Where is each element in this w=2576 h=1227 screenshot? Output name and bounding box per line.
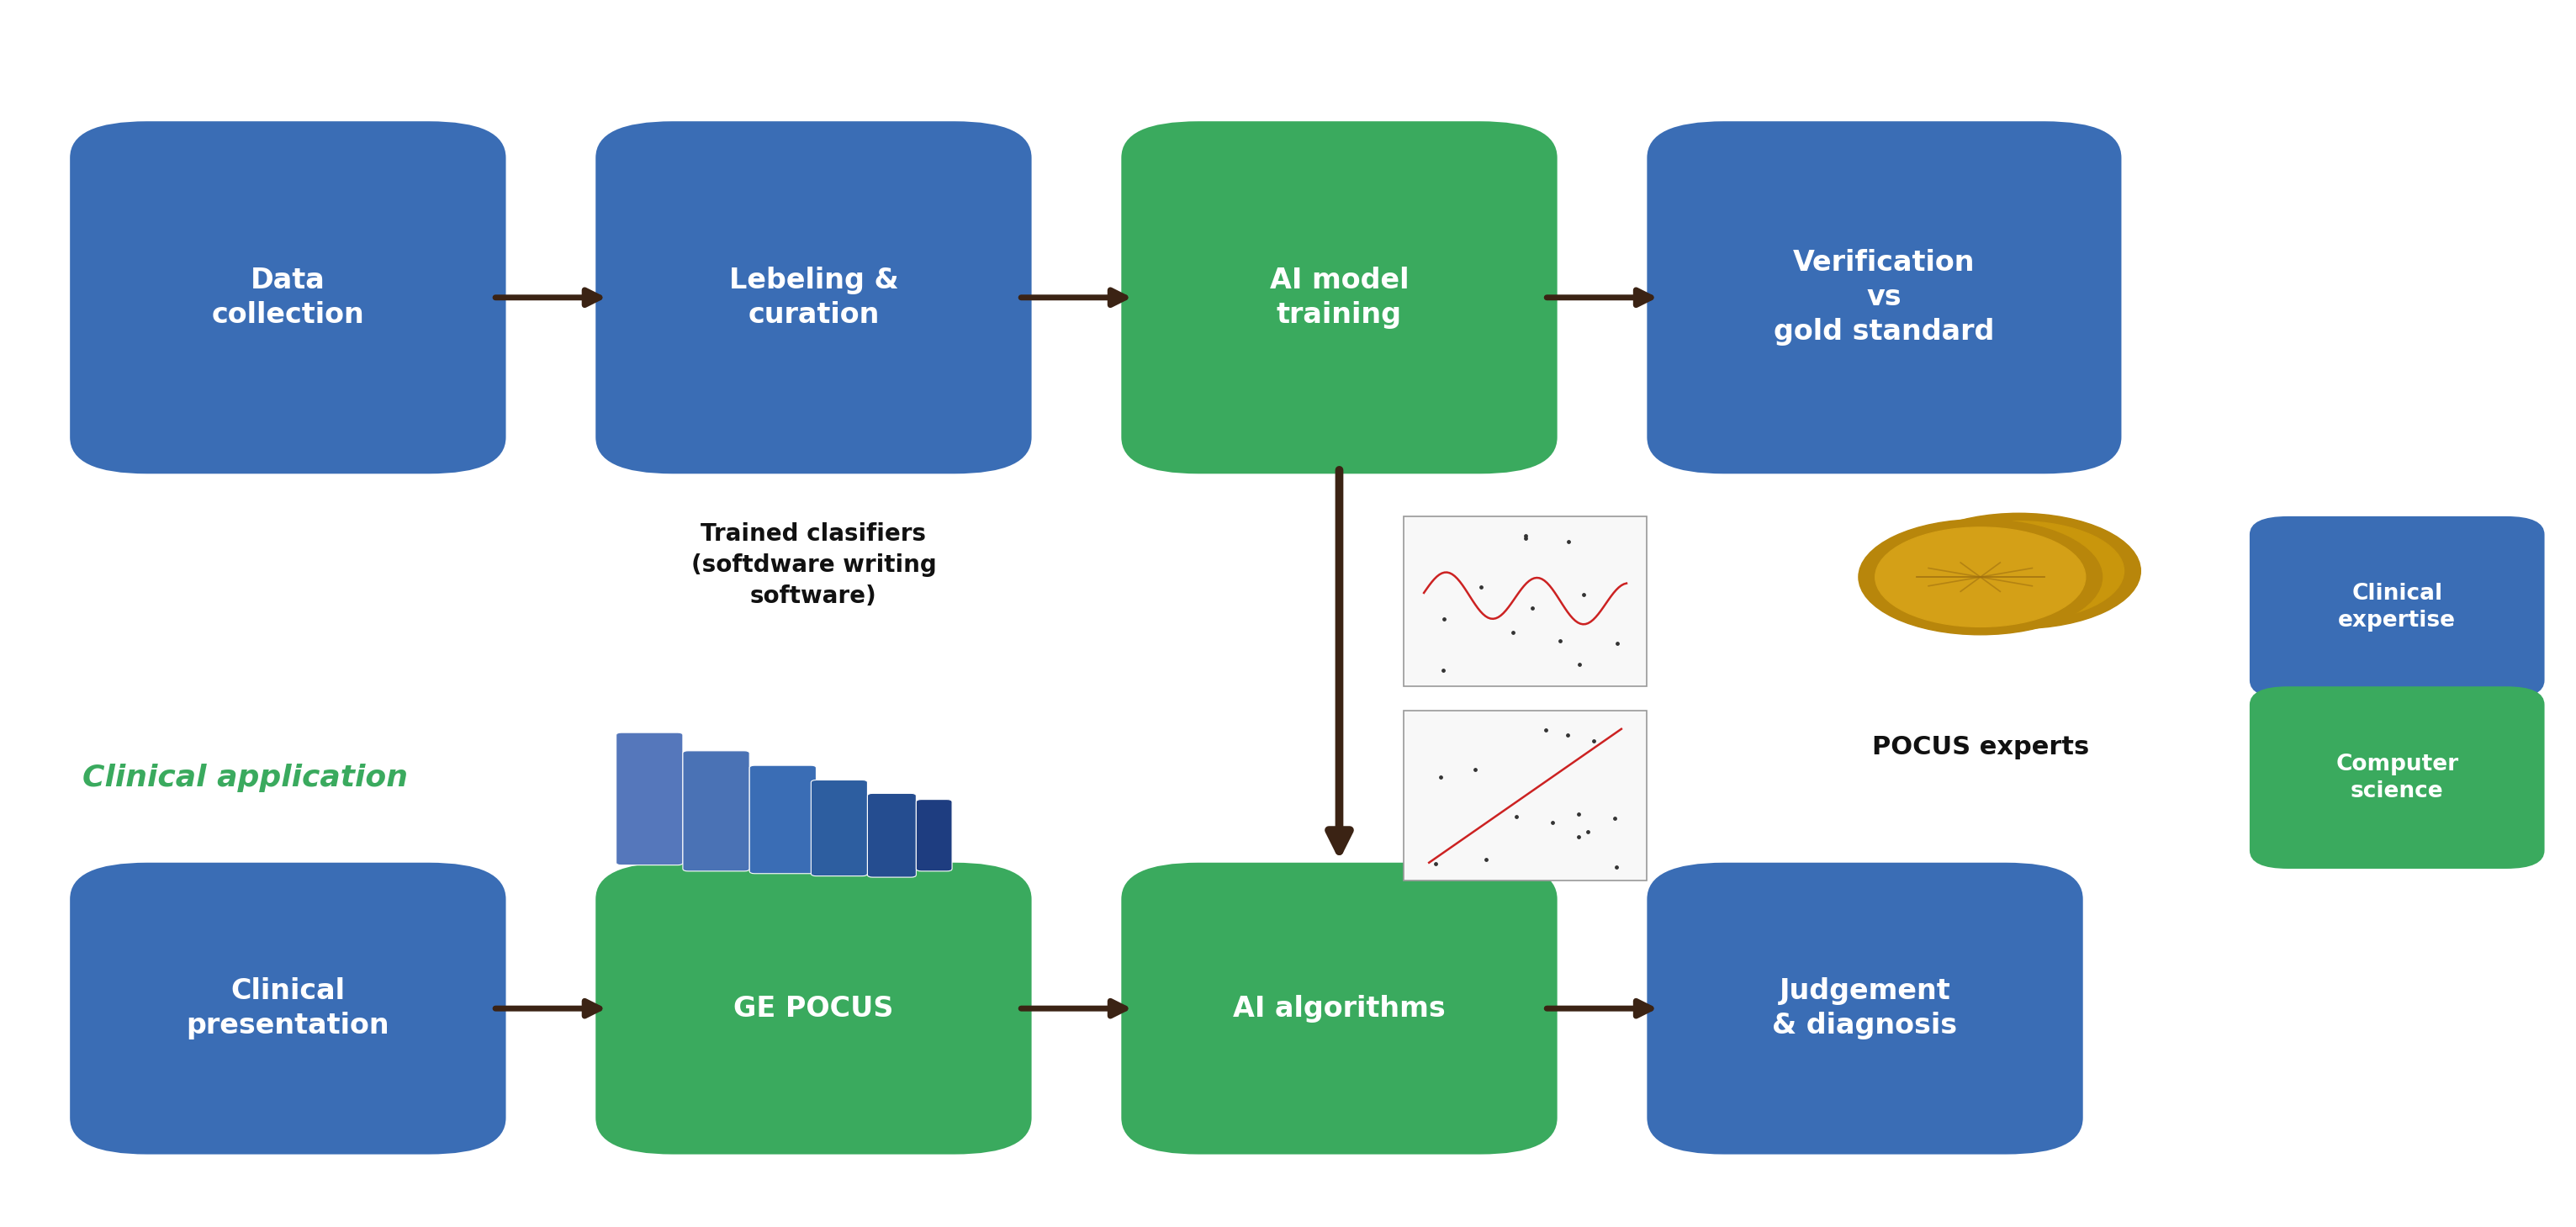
FancyBboxPatch shape xyxy=(70,121,505,474)
Text: Trained clasifiers
(softdware writing
software): Trained clasifiers (softdware writing so… xyxy=(690,523,935,607)
FancyBboxPatch shape xyxy=(1646,121,2123,474)
Ellipse shape xyxy=(1857,519,2102,634)
FancyBboxPatch shape xyxy=(1646,863,2084,1155)
Point xyxy=(1595,809,1636,828)
Ellipse shape xyxy=(1914,521,2125,621)
Point xyxy=(1504,526,1546,546)
Point xyxy=(1525,720,1566,740)
Ellipse shape xyxy=(1896,513,2141,628)
Point xyxy=(1558,805,1600,825)
Point xyxy=(1461,577,1502,596)
FancyBboxPatch shape xyxy=(70,863,505,1155)
FancyBboxPatch shape xyxy=(595,863,1030,1155)
FancyBboxPatch shape xyxy=(595,121,1030,474)
Point xyxy=(1595,858,1636,877)
Point xyxy=(1533,812,1574,832)
Text: GE POCUS: GE POCUS xyxy=(734,995,894,1022)
Point xyxy=(1548,531,1589,551)
FancyBboxPatch shape xyxy=(868,794,917,877)
Text: Clinical application: Clinical application xyxy=(82,763,407,791)
Point xyxy=(1453,760,1494,779)
FancyBboxPatch shape xyxy=(1404,710,1646,881)
Point xyxy=(1564,584,1605,604)
Point xyxy=(1538,631,1579,650)
Ellipse shape xyxy=(1875,528,2087,627)
Point xyxy=(1504,529,1546,548)
Point xyxy=(1492,622,1533,642)
FancyBboxPatch shape xyxy=(917,800,953,871)
FancyBboxPatch shape xyxy=(1121,121,1558,474)
FancyBboxPatch shape xyxy=(1121,863,1558,1155)
FancyBboxPatch shape xyxy=(616,733,683,865)
FancyBboxPatch shape xyxy=(750,766,817,874)
Text: Lebeling &
curation: Lebeling & curation xyxy=(729,266,899,329)
Point xyxy=(1558,827,1600,847)
Text: Verification
vs
gold standard: Verification vs gold standard xyxy=(1775,249,1994,346)
Point xyxy=(1548,725,1589,745)
FancyBboxPatch shape xyxy=(683,751,750,871)
Point xyxy=(1574,731,1615,751)
Text: AI algorithms: AI algorithms xyxy=(1234,995,1445,1022)
FancyBboxPatch shape xyxy=(2249,686,2545,869)
FancyBboxPatch shape xyxy=(2249,517,2545,698)
Point xyxy=(1597,633,1638,653)
Point xyxy=(1558,655,1600,675)
Point xyxy=(1419,767,1461,787)
Point xyxy=(1566,822,1607,842)
Text: Clinical
presentation: Clinical presentation xyxy=(185,978,389,1039)
Point xyxy=(1497,806,1538,826)
FancyBboxPatch shape xyxy=(1404,517,1646,686)
FancyBboxPatch shape xyxy=(811,780,868,876)
Point xyxy=(1414,854,1455,874)
Text: Judgement
& diagnosis: Judgement & diagnosis xyxy=(1772,978,1958,1039)
Point xyxy=(1512,599,1553,618)
Point xyxy=(1422,609,1463,628)
Text: POCUS experts: POCUS experts xyxy=(1873,735,2089,760)
Point xyxy=(1422,661,1463,681)
Text: Clinical
expertise: Clinical expertise xyxy=(2339,583,2455,632)
Text: Computer
science: Computer science xyxy=(2336,753,2458,802)
Point xyxy=(1466,849,1507,869)
Text: Data
collection: Data collection xyxy=(211,266,363,329)
Text: AI model
training: AI model training xyxy=(1270,266,1409,329)
